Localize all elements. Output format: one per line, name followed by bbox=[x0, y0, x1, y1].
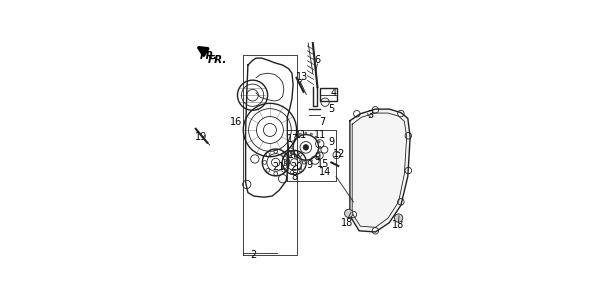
Circle shape bbox=[394, 214, 403, 222]
Circle shape bbox=[291, 152, 294, 154]
Text: 2: 2 bbox=[251, 250, 257, 260]
Circle shape bbox=[295, 157, 297, 159]
Circle shape bbox=[305, 132, 307, 134]
Text: 19: 19 bbox=[195, 132, 207, 142]
Polygon shape bbox=[350, 109, 410, 232]
Text: 11: 11 bbox=[295, 130, 307, 140]
Text: 12: 12 bbox=[333, 149, 346, 159]
Circle shape bbox=[303, 144, 309, 150]
Text: 10: 10 bbox=[288, 150, 300, 160]
Text: 7: 7 bbox=[319, 117, 325, 127]
Circle shape bbox=[318, 152, 320, 154]
Circle shape bbox=[345, 209, 353, 218]
Circle shape bbox=[310, 133, 312, 135]
Text: 8: 8 bbox=[291, 172, 297, 182]
Text: 20: 20 bbox=[290, 162, 303, 172]
Text: 4: 4 bbox=[330, 88, 337, 98]
Text: FR.: FR. bbox=[199, 51, 218, 61]
Circle shape bbox=[299, 133, 301, 135]
Circle shape bbox=[315, 136, 317, 138]
Text: 15: 15 bbox=[317, 159, 329, 169]
Circle shape bbox=[299, 160, 301, 162]
Text: 16: 16 bbox=[230, 117, 242, 127]
Circle shape bbox=[319, 146, 321, 148]
Text: 14: 14 bbox=[319, 167, 332, 177]
Text: 18: 18 bbox=[392, 220, 405, 230]
Circle shape bbox=[295, 136, 297, 138]
Text: 13: 13 bbox=[296, 72, 309, 82]
Text: 9: 9 bbox=[314, 152, 320, 162]
Circle shape bbox=[291, 141, 294, 143]
Circle shape bbox=[305, 161, 307, 163]
Text: FR.: FR. bbox=[208, 55, 227, 65]
Text: 17: 17 bbox=[287, 134, 299, 144]
Text: 18: 18 bbox=[342, 218, 353, 228]
Circle shape bbox=[315, 157, 317, 159]
Text: 11: 11 bbox=[314, 130, 326, 140]
Text: 5: 5 bbox=[328, 104, 335, 114]
Circle shape bbox=[290, 146, 293, 148]
Text: 21: 21 bbox=[272, 162, 284, 172]
Text: 9: 9 bbox=[306, 160, 312, 170]
Text: 9: 9 bbox=[328, 137, 335, 147]
Text: 3: 3 bbox=[368, 110, 374, 120]
Text: 6: 6 bbox=[314, 55, 320, 65]
Circle shape bbox=[310, 160, 312, 162]
Circle shape bbox=[318, 141, 320, 143]
